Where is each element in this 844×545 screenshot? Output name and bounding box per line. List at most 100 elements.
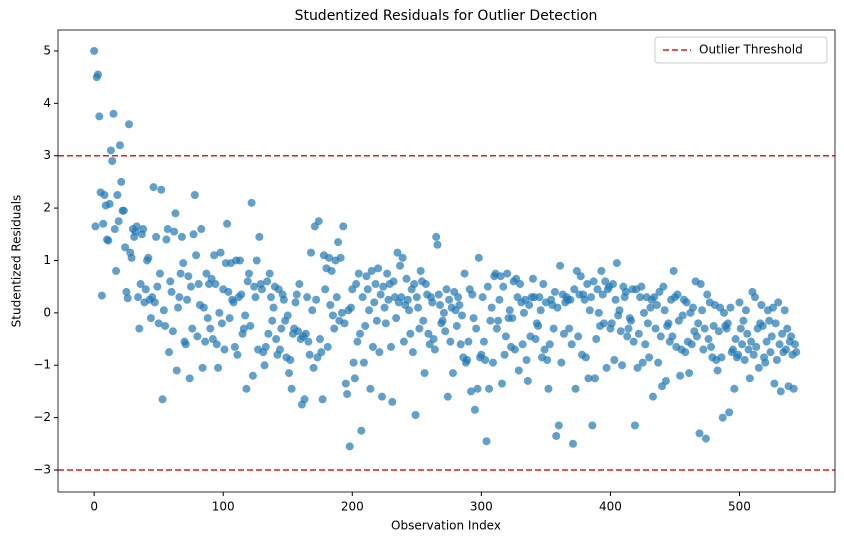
point (206, 324, 215, 333)
point (210, 251, 219, 260)
point (467, 387, 476, 396)
point (474, 253, 483, 262)
point (734, 350, 743, 359)
point (134, 293, 143, 302)
point (456, 340, 465, 349)
y-tick-label: 4 (43, 96, 51, 110)
point (754, 363, 763, 372)
point (243, 277, 252, 286)
point (321, 285, 330, 294)
point (698, 306, 707, 315)
point (772, 356, 781, 364)
point (590, 374, 599, 383)
point (242, 384, 251, 393)
point (723, 319, 732, 328)
point (568, 439, 577, 448)
point (421, 280, 430, 289)
point (749, 350, 758, 359)
point (199, 303, 208, 312)
point (610, 356, 619, 364)
point (739, 316, 748, 325)
point (392, 314, 401, 323)
point (91, 222, 100, 231)
point (776, 387, 785, 396)
point (268, 316, 277, 325)
point (370, 298, 379, 307)
point (448, 369, 457, 378)
point (294, 327, 303, 336)
point (99, 219, 108, 228)
point (170, 227, 179, 236)
point (570, 285, 579, 294)
point (607, 319, 616, 328)
point (446, 337, 455, 346)
point (468, 290, 477, 299)
point (587, 293, 596, 302)
point (263, 277, 272, 286)
point (544, 384, 553, 393)
point (609, 280, 617, 289)
y-tick-label: 1 (43, 253, 51, 267)
point (325, 253, 334, 262)
point (436, 301, 445, 309)
point (122, 287, 131, 296)
point (402, 274, 411, 283)
point (188, 324, 197, 333)
point (787, 332, 796, 341)
point (115, 141, 124, 150)
point (100, 191, 109, 199)
point (127, 253, 136, 262)
points (90, 46, 801, 451)
point (687, 340, 696, 349)
point (189, 230, 198, 239)
point (510, 345, 519, 354)
point (499, 282, 508, 291)
point (761, 358, 770, 367)
point (161, 321, 170, 330)
point (365, 306, 374, 315)
point (362, 272, 371, 281)
point (514, 366, 523, 375)
point (184, 272, 193, 281)
point (455, 301, 464, 309)
point (250, 282, 259, 291)
point (765, 316, 774, 325)
point (646, 303, 655, 312)
point (552, 431, 561, 440)
point (725, 408, 734, 417)
point (470, 405, 479, 414)
point (363, 285, 372, 294)
point (616, 327, 625, 336)
point (261, 342, 270, 351)
point (649, 392, 658, 401)
point (303, 293, 312, 302)
point (534, 321, 543, 330)
point (485, 384, 494, 393)
point (193, 332, 202, 341)
point (183, 295, 192, 304)
point (629, 337, 638, 346)
point (669, 266, 678, 275)
point (539, 280, 548, 289)
point (651, 324, 660, 333)
point (405, 306, 414, 315)
point (525, 301, 534, 309)
point (306, 248, 315, 257)
point (412, 293, 421, 302)
point (428, 298, 437, 307)
point (229, 298, 238, 307)
point (377, 392, 386, 401)
point (235, 256, 244, 265)
point (518, 340, 527, 349)
point (452, 321, 461, 330)
point (201, 337, 210, 346)
point (442, 285, 451, 294)
point (411, 411, 420, 419)
point (438, 316, 447, 325)
point (650, 293, 659, 302)
point (264, 329, 273, 338)
point (780, 306, 789, 315)
point (300, 395, 309, 404)
point (645, 353, 654, 362)
legend-label: Outlier Threshold (699, 43, 803, 57)
